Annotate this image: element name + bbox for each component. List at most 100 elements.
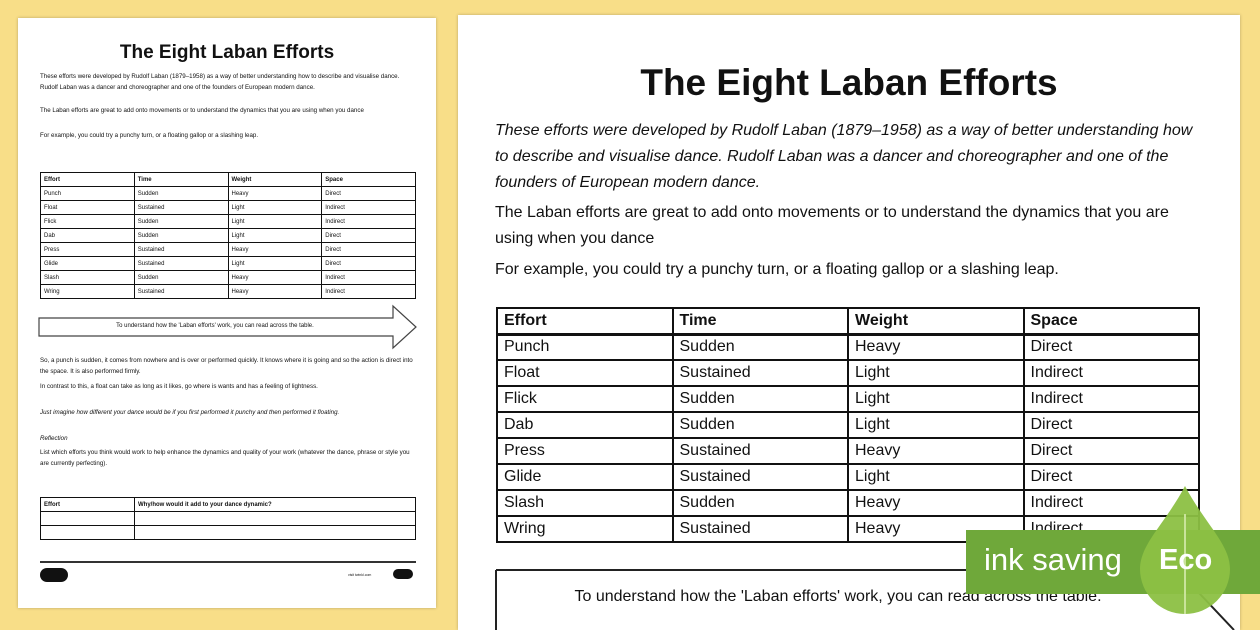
cell: Heavy — [847, 333, 1025, 361]
reflection-heading: Reflection — [40, 435, 68, 442]
cell: Heavy — [227, 284, 323, 299]
cell: Dab — [496, 411, 674, 439]
cell[interactable] — [40, 511, 135, 526]
cell: Sudden — [133, 270, 229, 285]
table-row: Float Sustained Light Indirect — [40, 200, 416, 215]
cell: Wring — [496, 515, 674, 543]
cell: Indirect — [1022, 489, 1200, 517]
cell: Light — [847, 463, 1025, 491]
cell: Punch — [496, 333, 674, 361]
cell: Light — [847, 359, 1025, 387]
eco-label: Eco — [1159, 544, 1213, 576]
cell: Dab — [40, 228, 135, 243]
intro-paragraph: These efforts were developed by Rudolf L… — [40, 73, 400, 91]
cell: Glide — [40, 256, 135, 271]
imagine-paragraph: Just imagine how different your dance wo… — [40, 409, 340, 416]
cell: Glide — [496, 463, 674, 491]
cell: Sudden — [671, 411, 849, 439]
cell[interactable] — [134, 511, 416, 526]
table-row: Wring Sustained Heavy Indirect — [40, 284, 416, 299]
twinkl-badge-icon — [393, 569, 413, 579]
header-cell: Why/how would it add to your dance dynam… — [134, 497, 416, 512]
cell: Slash — [496, 489, 674, 517]
cell: Indirect — [321, 200, 416, 215]
table-row: Dab Sudden Light Direct — [40, 228, 416, 243]
worksheet-preview-large: The Eight Laban Efforts These efforts we… — [458, 15, 1240, 630]
cell: Direct — [321, 242, 416, 257]
cell: Sustained — [133, 200, 229, 215]
page-title: The Eight Laban Efforts — [640, 62, 1058, 103]
cell: Direct — [321, 256, 416, 271]
cell: Heavy — [847, 437, 1025, 465]
table-row: Glide Sustained Light Direct — [40, 256, 416, 271]
cell: Float — [496, 359, 674, 387]
cell: Sustained — [133, 242, 229, 257]
intro-paragraph-2: The Laban efforts are great to add onto … — [495, 204, 1169, 247]
footer-url: visit twinkl.com — [348, 573, 372, 577]
header-cell: Effort — [40, 497, 135, 512]
cell: Direct — [321, 228, 416, 243]
cell: Heavy — [847, 515, 1025, 543]
header-row: Effort Time Weight Space — [40, 172, 416, 187]
cell: Direct — [1022, 463, 1200, 491]
table-row: Glide Sustained Light Direct — [496, 463, 1200, 491]
cell: Wring — [40, 284, 135, 299]
efforts-table: Effort Time Weight Space Punch Sudden Heavy Dir… — [40, 172, 416, 299]
table-row: Punch Sudden Heavy Direct — [496, 333, 1200, 361]
table-row: Slash Sudden Heavy Indirect — [40, 270, 416, 285]
cell: Indirect — [1022, 359, 1200, 387]
page-title: The Eight Laban Efforts — [119, 42, 335, 63]
cell: Direct — [1022, 437, 1200, 465]
footer-divider — [40, 561, 416, 563]
table-row: Press Sustained Heavy Direct — [496, 437, 1200, 465]
table-row: Wring Sustained Heavy Indirect — [496, 515, 1200, 543]
cell: Sustained — [671, 515, 849, 543]
cell: Press — [40, 242, 135, 257]
header-cell: Space — [321, 172, 416, 187]
cell: Light — [227, 228, 323, 243]
cell: Light — [847, 385, 1025, 413]
cell: Sudden — [671, 385, 849, 413]
cell: Heavy — [847, 489, 1025, 517]
cell: Sustained — [671, 359, 849, 387]
cell: Heavy — [227, 242, 323, 257]
cell: Flick — [496, 385, 674, 413]
reflection-table: Effort Why/how would it add to your dance… — [40, 497, 416, 540]
cell: Light — [847, 411, 1025, 439]
cell: Indirect — [321, 284, 416, 299]
header-row: Effort Time Weight Space — [496, 307, 1200, 336]
cell: Indirect — [1022, 385, 1200, 413]
cell[interactable] — [134, 525, 416, 540]
cell: Heavy — [227, 186, 323, 201]
cell: Heavy — [227, 270, 323, 285]
example-paragraph: For example, you could try a punchy turn… — [40, 132, 259, 139]
cell: Light — [227, 256, 323, 271]
header-cell: Time — [671, 307, 849, 336]
cell: Direct — [1022, 411, 1200, 439]
intro-paragraph: These efforts were developed by Rudolf L… — [495, 122, 1193, 191]
cell: Sustained — [671, 437, 849, 465]
cell: Sudden — [671, 489, 849, 517]
cell: Sudden — [133, 228, 229, 243]
cell: Press — [496, 437, 674, 465]
cell: Float — [40, 200, 135, 215]
arrow-shape — [38, 304, 417, 350]
example-paragraph: For example, you could try a punchy turn… — [495, 261, 1059, 278]
table-row: Dab Sudden Light Direct — [496, 411, 1200, 439]
header-cell: Effort — [40, 172, 135, 187]
float-paragraph: In contrast to this, a float can take as… — [40, 383, 318, 390]
cell: Slash — [40, 270, 135, 285]
cell: Sustained — [671, 463, 849, 491]
header-cell: Effort — [496, 307, 674, 336]
arrow-text: To understand how the 'Laban efforts' wo… — [116, 323, 314, 329]
cell: Light — [227, 200, 323, 215]
table-row: Flick Sudden Light Indirect — [496, 385, 1200, 413]
cell: Indirect — [321, 270, 416, 285]
worksheet-preview-small: The Eight Laban Efforts These efforts we… — [18, 18, 436, 608]
cell: Direct — [321, 186, 416, 201]
cell: Direct — [1022, 333, 1200, 361]
cell: Sudden — [133, 214, 229, 229]
ink-saving-text: ink saving — [984, 542, 1122, 577]
cell[interactable] — [40, 525, 135, 540]
header-cell: Space — [1022, 307, 1200, 336]
